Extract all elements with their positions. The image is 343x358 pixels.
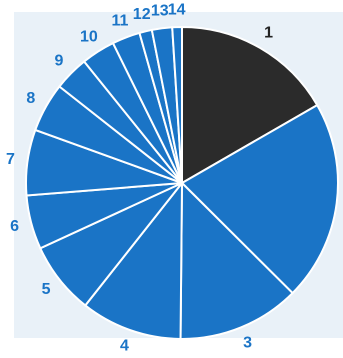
slice-label-6: 6 xyxy=(10,218,19,235)
slice-label-14: 14 xyxy=(168,1,186,18)
pie-slices xyxy=(25,25,340,340)
slice-label-11: 11 xyxy=(111,13,128,30)
slice-label-12: 12 xyxy=(133,6,151,23)
pie-slice-14 xyxy=(171,25,183,184)
slice-label-7: 7 xyxy=(6,151,15,168)
slice-label-9: 9 xyxy=(55,53,64,70)
slice-label-5: 5 xyxy=(42,281,51,298)
pie-slice-2 xyxy=(180,103,340,295)
pie-slice-3 xyxy=(179,180,294,340)
slice-labels: 1234567891011121314 xyxy=(6,1,273,354)
slice-label-3: 3 xyxy=(243,334,252,351)
slice-label-1: 1 xyxy=(264,24,273,41)
slice-label-13: 13 xyxy=(151,3,169,20)
slice-label-8: 8 xyxy=(26,90,35,107)
pie-slice-4 xyxy=(83,180,184,340)
slice-label-4: 4 xyxy=(120,337,129,354)
slice-label-10: 10 xyxy=(80,28,98,45)
pie-slice-1 xyxy=(181,25,319,185)
